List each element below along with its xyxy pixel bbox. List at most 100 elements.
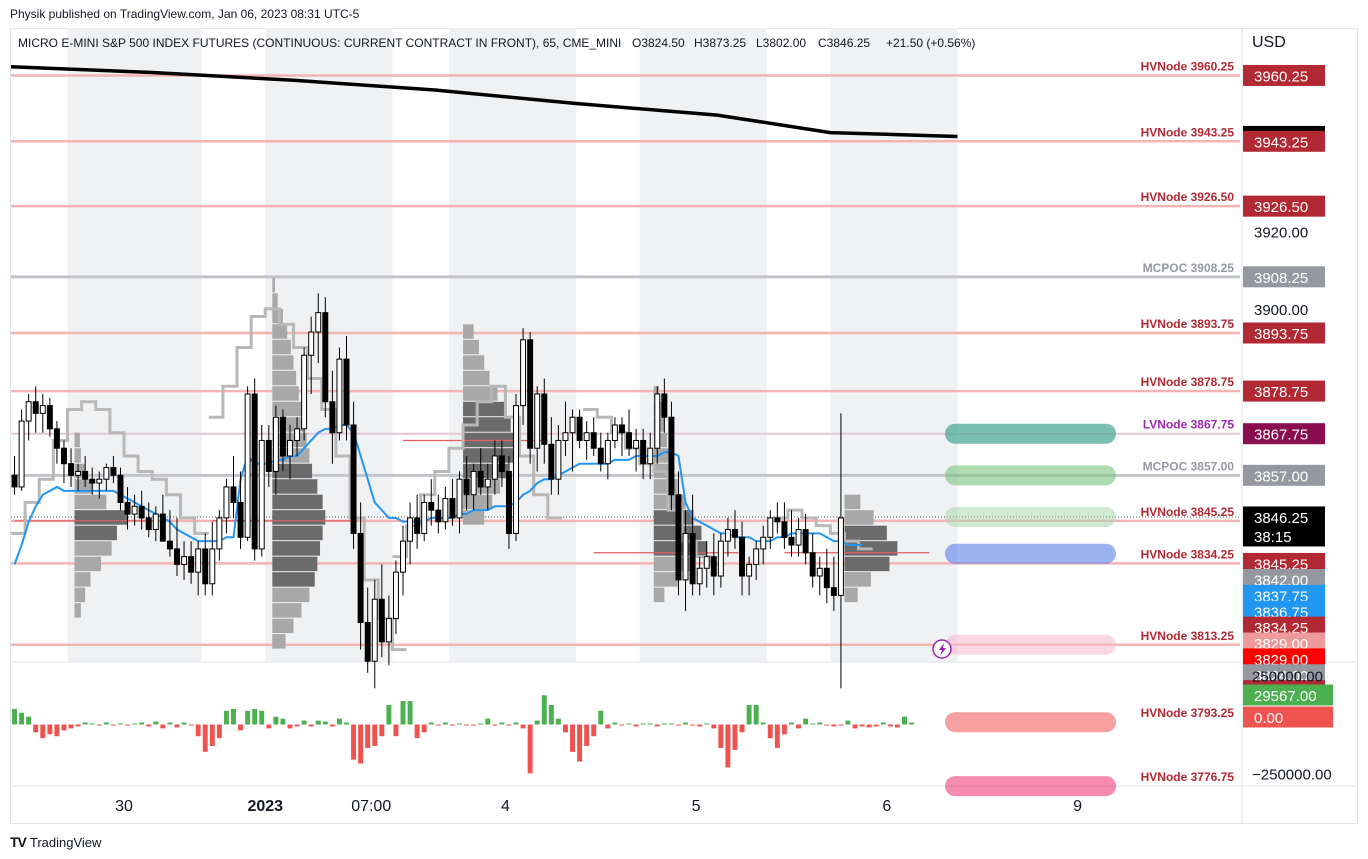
candle-body-7 xyxy=(61,447,67,465)
price-tag-countdown: 38:15 xyxy=(1254,529,1292,546)
delta-bar-32 xyxy=(238,724,244,731)
delta-bar-53 xyxy=(386,704,392,725)
time-tick-5: 6 xyxy=(882,798,891,815)
profile-bin-2-11 xyxy=(463,494,493,510)
delta-bar-3 xyxy=(33,724,39,733)
candle-body-103 xyxy=(739,536,746,577)
footer-brand[interactable]: TradingView xyxy=(29,834,102,850)
projection-bar-4 xyxy=(945,634,1116,655)
candle-body-87 xyxy=(626,432,633,449)
candle-body-67 xyxy=(484,478,491,488)
delta-bar-71 xyxy=(513,722,519,725)
candle-body-100 xyxy=(717,540,724,577)
delta-bar-117 xyxy=(838,724,844,726)
time-tick-4: 5 xyxy=(692,798,701,815)
candle-body-57 xyxy=(414,517,421,534)
delta-bar-33 xyxy=(245,710,251,725)
delta-bar-13 xyxy=(103,722,109,725)
delta-bar-109 xyxy=(781,724,787,735)
delta-bar-93 xyxy=(668,723,674,725)
delta-bar-92 xyxy=(661,723,667,725)
projection-bar-6 xyxy=(945,776,1116,797)
candle-body-62 xyxy=(449,498,456,519)
delta-bar-68 xyxy=(492,724,498,726)
candle-body-61 xyxy=(442,498,449,523)
price-tick-1: 3900.00 xyxy=(1254,302,1308,319)
candle-body-1 xyxy=(18,420,25,488)
delta-bar-123 xyxy=(880,722,886,725)
delta-tag-1: 0.00 xyxy=(1254,710,1283,727)
delta-bar-5 xyxy=(47,724,53,735)
candle-body-94 xyxy=(675,494,682,581)
ohlc-readout: O3824.50 H3873.25 L3802.00 C3846.25 +21.50 (… xyxy=(632,36,975,50)
candle-body-74 xyxy=(534,393,541,449)
delta-bar-17 xyxy=(132,723,138,725)
candle-body-41 xyxy=(301,354,308,430)
candle-body-68 xyxy=(491,455,498,480)
delta-bar-43 xyxy=(315,720,321,725)
delta-bar-88 xyxy=(633,724,639,727)
delta-bar-99 xyxy=(711,724,717,729)
delta-bar-9 xyxy=(75,724,81,727)
price-tag-6: 3878.75 xyxy=(1254,384,1308,401)
candle-body-40 xyxy=(294,428,301,441)
profile-bin-1-12 xyxy=(272,463,313,479)
price-tag-3: 3926.50 xyxy=(1254,199,1308,216)
candle-body-82 xyxy=(590,432,597,449)
value-area-step-4 xyxy=(773,508,873,551)
price-tick-0: 3920.00 xyxy=(1254,224,1308,241)
candle-body-81 xyxy=(583,432,590,441)
delta-bar-91 xyxy=(654,724,660,727)
candle-body-70 xyxy=(505,470,512,534)
delta-bar-121 xyxy=(866,724,872,728)
delta-bar-46 xyxy=(336,718,342,725)
delta-bar-61 xyxy=(442,722,448,725)
profile-bin-1-0 xyxy=(272,277,275,293)
delta-bar-127 xyxy=(909,722,915,725)
delta-bar-45 xyxy=(329,724,335,727)
profile-bin-1-1 xyxy=(272,293,278,308)
profile-bin-0-0 xyxy=(74,432,80,448)
alert-icon[interactable] xyxy=(932,639,952,659)
price-tag-bg-5 xyxy=(1243,322,1325,344)
footer: TV TradingView xyxy=(10,834,101,850)
candle-body-46 xyxy=(336,358,343,434)
level-label-3: MCPOC 3908.25 xyxy=(1143,261,1235,275)
delta-bar-86 xyxy=(619,724,625,726)
delta-bar-10 xyxy=(82,722,88,725)
candle-body-116 xyxy=(830,587,837,596)
delta-bar-100 xyxy=(718,724,724,748)
delta-bar-65 xyxy=(471,724,477,726)
delta-bar-0 xyxy=(12,708,18,725)
delta-bar-62 xyxy=(449,724,455,726)
delta-bar-12 xyxy=(96,724,102,726)
price-tag-bg-9 xyxy=(1243,506,1325,547)
profile-bin-1-20 xyxy=(272,587,310,603)
delta-bar-36 xyxy=(266,724,272,729)
candle-body-24 xyxy=(181,556,188,565)
projection-bar-1 xyxy=(945,465,1116,486)
delta-bar-90 xyxy=(647,723,653,725)
candle-body-35 xyxy=(258,439,265,550)
candle-body-76 xyxy=(548,443,555,480)
candle-body-117 xyxy=(837,517,844,596)
candle-body-33 xyxy=(244,393,251,538)
delta-bar-95 xyxy=(683,722,689,725)
candle-body-36 xyxy=(265,439,272,472)
candle-body-77 xyxy=(555,439,562,480)
price-tag-4: 3908.25 xyxy=(1254,270,1308,287)
profile-bin-1-22 xyxy=(272,618,294,634)
candle-body-48 xyxy=(350,424,357,534)
delta-bar-73 xyxy=(527,724,533,774)
price-tag-bg-13 xyxy=(1243,600,1325,622)
price-tag-bg-17 xyxy=(1243,664,1325,686)
level-label-2: HVNode 3926.50 xyxy=(1141,190,1235,204)
profile-bin-1-19 xyxy=(272,572,315,587)
chart-title: MICRO E-MINI S&P 500 INDEX FUTURES (CONT… xyxy=(18,36,621,50)
candle-body-106 xyxy=(760,536,767,550)
tradingview-logo[interactable]: TV xyxy=(10,834,27,850)
delta-bar-126 xyxy=(902,716,907,725)
candle-body-12 xyxy=(96,478,103,484)
delta-bar-27 xyxy=(202,724,208,752)
